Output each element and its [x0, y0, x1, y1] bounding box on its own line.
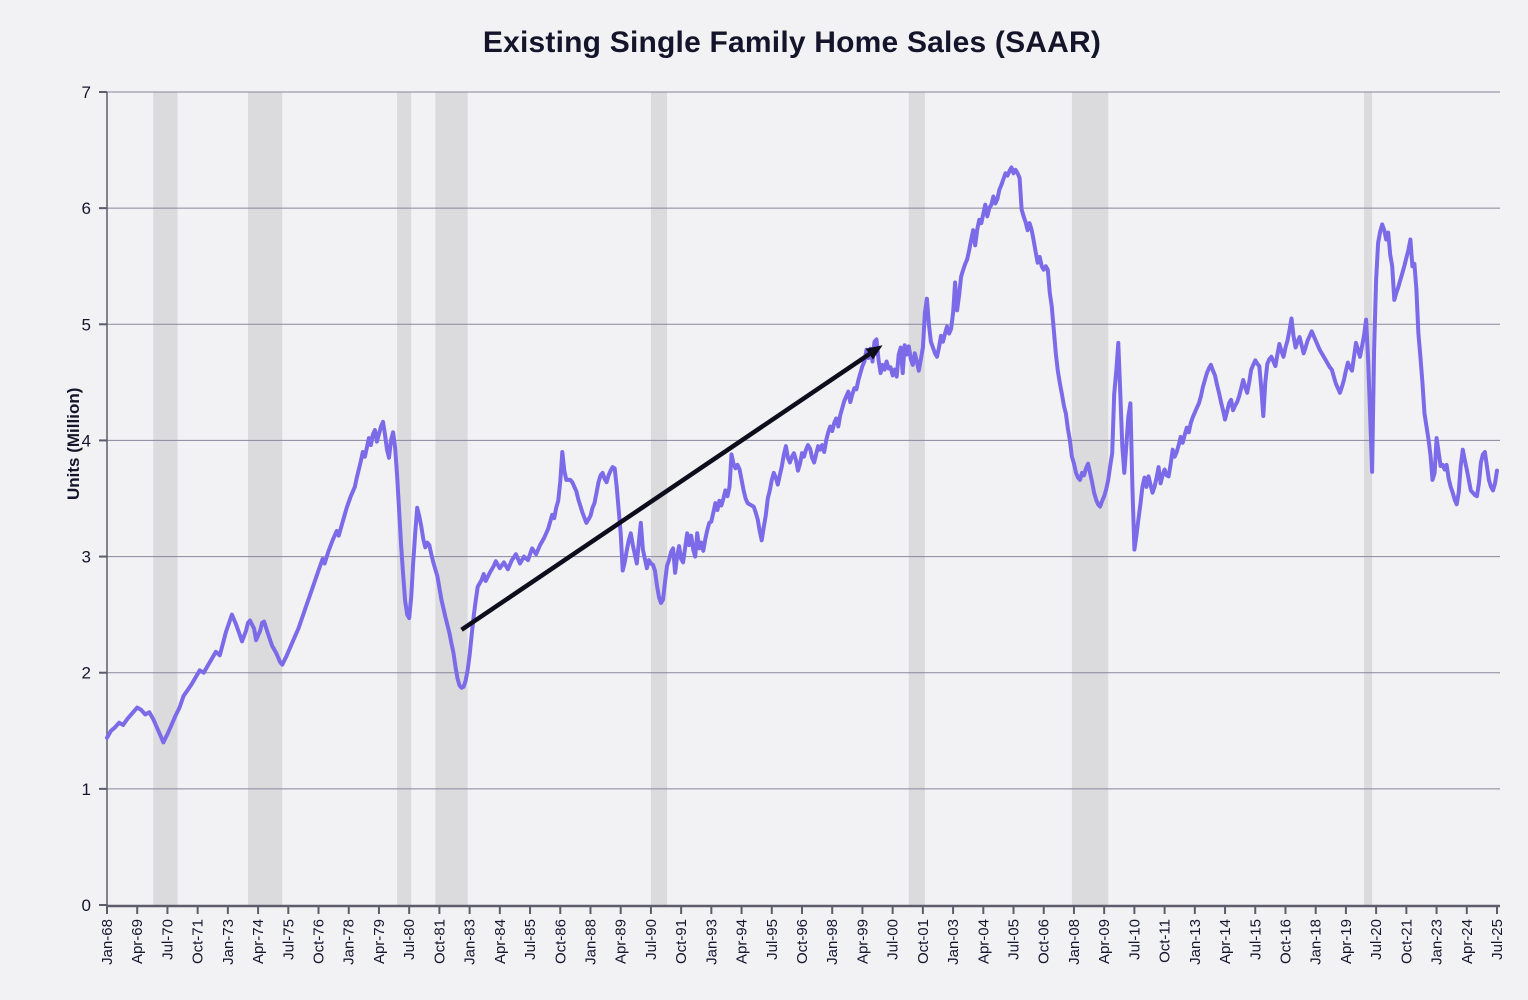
x-tick-label: Jan-08	[1066, 919, 1083, 965]
x-tick-label: Jan-78	[341, 919, 358, 965]
x-tick-label: Apr-69	[129, 919, 146, 964]
recession-band	[908, 92, 925, 905]
x-tick-label: Jul-05	[1006, 919, 1023, 960]
x-tick-label: Jul-25	[1489, 919, 1506, 960]
x-tick-label: Oct-81	[431, 919, 448, 964]
recession-band	[248, 92, 283, 905]
x-tick-label: Jan-73	[220, 919, 237, 965]
x-tick-label: Jan-88	[582, 919, 599, 965]
x-tick-label: Apr-79	[371, 919, 388, 964]
sales-line	[105, 165, 1499, 745]
x-tick-label: Jul-85	[522, 919, 539, 960]
x-tick-label: Apr-99	[854, 919, 871, 964]
x-tick-label: Apr-84	[492, 919, 509, 964]
x-tick-label: Apr-19	[1338, 919, 1355, 964]
y-tick-label: 7	[82, 83, 91, 102]
trend-arrow-shaft	[460, 352, 871, 632]
x-tick-label: Jan-13	[1187, 919, 1204, 965]
x-tick-label: Oct-91	[673, 919, 690, 964]
x-tick-label: Apr-94	[734, 919, 751, 964]
x-tick-label: Apr-04	[975, 919, 992, 964]
x-tick-label: Jul-90	[643, 919, 660, 960]
x-tick-label: Jul-15	[1247, 919, 1264, 960]
x-tick-label: Jul-00	[885, 919, 902, 960]
x-tick-label: Apr-14	[1217, 919, 1234, 964]
x-tick-label: Oct-96	[794, 919, 811, 964]
y-tick-label: 4	[82, 431, 91, 450]
x-tick-label: Oct-21	[1398, 919, 1415, 964]
x-tick-label: Apr-89	[613, 919, 630, 964]
y-tick-label: 3	[82, 548, 91, 567]
x-tick-label: Apr-09	[1096, 919, 1113, 964]
recession-band	[435, 92, 468, 905]
x-tick-label: Jul-70	[159, 919, 176, 960]
recession-band	[1364, 92, 1373, 905]
x-tick-label: Jan-68	[99, 919, 116, 965]
x-tick-label: Jul-80	[401, 919, 418, 960]
x-tick-label: Apr-24	[1459, 919, 1476, 964]
x-tick-label: Jul-20	[1368, 919, 1385, 960]
x-tick-label: Oct-06	[1036, 919, 1053, 964]
recession-band	[397, 92, 412, 905]
x-tick-label: Jul-95	[764, 919, 781, 960]
y-tick-label: 6	[82, 199, 91, 218]
recession-band	[153, 92, 178, 905]
x-tick-label: Jan-03	[945, 919, 962, 965]
y-tick-label: 1	[82, 780, 91, 799]
y-tick-label: 0	[82, 896, 91, 915]
x-tick-label: Jan-98	[824, 919, 841, 965]
x-tick-label: Jul-10	[1126, 919, 1143, 960]
x-tick-label: Oct-71	[190, 919, 207, 964]
x-tick-label: Oct-01	[915, 919, 932, 964]
x-tick-label: Oct-76	[311, 919, 328, 964]
chart-title: Existing Single Family Home Sales (SAAR)	[482, 26, 1102, 59]
x-tick-label: Jan-93	[703, 919, 720, 965]
x-tick-label: Oct-16	[1277, 919, 1294, 964]
x-tick-label: Jul-75	[280, 919, 297, 960]
x-tick-label: Jan-18	[1308, 919, 1325, 965]
y-tick-label: 2	[82, 664, 91, 683]
trend-arrow-head	[865, 345, 883, 360]
y-tick-label: 5	[82, 315, 91, 334]
x-tick-label: Oct-86	[552, 919, 569, 964]
x-tick-label: Jan-83	[462, 919, 479, 965]
x-tick-label: Oct-11	[1157, 919, 1174, 963]
x-tick-label: Apr-74	[250, 919, 267, 964]
x-tick-label: Jan-23	[1429, 919, 1446, 965]
